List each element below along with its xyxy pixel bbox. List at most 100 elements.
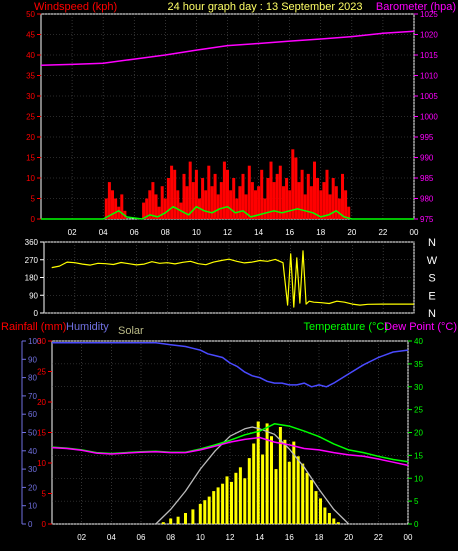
temperature-axis-label: 35 [414, 360, 423, 369]
wind-baro-x-tick-label: 22 [378, 228, 387, 237]
temp-hum-x-tick-label: 02 [77, 533, 86, 542]
solar-bar [198, 503, 202, 524]
gust-bar [337, 198, 341, 219]
rainfall-axis-label: 20 [37, 398, 46, 407]
solar-bar [287, 461, 291, 524]
solar-bar [225, 476, 229, 524]
windspeed-axis-label: 25 [26, 113, 35, 122]
windspeed-axis-label: 10 [26, 174, 35, 183]
compass-label: S [428, 273, 435, 285]
gust-bar [219, 182, 223, 219]
chart-marks: 0510152025303540455097598098599099510001… [21, 10, 438, 542]
gust-bar [201, 178, 205, 219]
wind-baro-x-tick-label: 08 [161, 228, 170, 237]
solar-bar [169, 518, 173, 524]
wind-direction-axis-label: 270 [25, 256, 39, 265]
temp-hum-x-tick-label: 00 [404, 533, 413, 542]
gust-bar [238, 186, 242, 219]
temp-hum-x-tick-label: 14 [255, 533, 264, 542]
temperature-axis-label: 10 [414, 474, 423, 483]
gust-bar [176, 190, 180, 219]
humidity-axis-label: 50 [28, 429, 37, 438]
barometer-axis-label: Barometer (hpa) [376, 1, 456, 13]
wind-baro-x-tick-label: 18 [316, 228, 325, 237]
gust-bar [269, 161, 273, 219]
solar-label: Solar [118, 325, 144, 337]
windspeed-axis-label: Windspeed (kph) [34, 1, 117, 13]
gust-bar [216, 194, 220, 219]
gust-bar [163, 198, 167, 219]
wind-baro-x-tick-label: 12 [223, 228, 232, 237]
barometer-axis-label: 1010 [420, 72, 438, 81]
barometer-line [40, 30, 415, 67]
rainfall-axis-label: 0 [42, 520, 47, 529]
gust-bar [325, 169, 329, 219]
gust-bar [157, 206, 161, 219]
compass-label: N [428, 237, 436, 249]
dewpoint-axis-label: Dew Point (°C) [384, 321, 457, 333]
wind-direction-axis-label: 180 [25, 274, 39, 283]
humidity-axis-label: 30 [28, 465, 37, 474]
gust-bar [111, 190, 114, 219]
temp-hum-x-tick-label: 06 [137, 533, 146, 542]
rainfall-axis-label: 10 [37, 459, 46, 468]
gust-bar [229, 190, 233, 219]
barometer-axis-label: 985 [420, 174, 434, 183]
gust-bar [294, 157, 298, 219]
gust-bar [319, 190, 323, 219]
gust-bar [145, 198, 149, 219]
gust-bar [188, 161, 192, 219]
compass-label: W [427, 255, 438, 267]
gust-bar [154, 194, 158, 219]
gust-bar [272, 182, 276, 219]
wind-baro-x-tick-label: 16 [285, 228, 294, 237]
gust-bar [222, 161, 226, 219]
rainfall-axis-label: 30 [37, 337, 46, 346]
barometer-axis-label: 990 [420, 154, 434, 163]
wind-baro-x-tick-label: 06 [130, 228, 139, 237]
humidity-axis-label: 10 [28, 502, 37, 511]
gust-bar [210, 186, 214, 219]
solar-bar [216, 487, 220, 524]
gust-bar [185, 186, 189, 219]
solar-bar [332, 518, 336, 524]
wind-baro-x-tick-label: 00 [410, 228, 419, 237]
solar-bar [319, 498, 322, 524]
gust-bar [309, 186, 313, 219]
solar-bar [256, 421, 260, 524]
wind-baro-x-tick-label: 10 [192, 228, 201, 237]
solar-bar [292, 441, 296, 524]
temperature-axis-label: 40 [414, 337, 423, 346]
gust-bar [213, 173, 217, 219]
barometer-axis-label: 975 [420, 215, 434, 224]
windspeed-axis-label: 0 [31, 215, 36, 224]
solar-bar [310, 480, 314, 524]
graph-title: 24 hour graph day : 13 September 2023 [167, 1, 362, 13]
wind-direction-axis-label: 0 [34, 309, 39, 318]
solar-bar [247, 458, 251, 524]
gust-bar [288, 190, 292, 219]
windspeed-axis-label: 5 [31, 195, 36, 204]
gust-bar [117, 206, 121, 219]
solar-bar [207, 496, 211, 524]
barometer-axis-label: 1000 [420, 113, 438, 122]
solar-bar [221, 483, 225, 524]
gust-bar [263, 198, 267, 219]
barometer-axis-label: 995 [420, 133, 434, 142]
gust-bar [166, 178, 170, 219]
wind-baro-x-tick-label: 04 [99, 228, 108, 237]
temperature-axis-label: 15 [414, 451, 423, 460]
barometer-axis-label: 1005 [420, 92, 438, 101]
solar-theoretical-line [155, 426, 350, 525]
gust-bar [182, 173, 186, 219]
gust-bar [120, 194, 124, 219]
gust-bar [173, 169, 177, 219]
solar-bar [274, 469, 278, 524]
gust-bar [266, 178, 270, 219]
gust-bar [226, 169, 229, 219]
gust-bar [107, 182, 111, 219]
gust-bar [347, 206, 351, 219]
solar-bar [296, 456, 300, 524]
gust-bar [241, 173, 245, 219]
temp-hum-x-tick-label: 18 [315, 533, 324, 542]
